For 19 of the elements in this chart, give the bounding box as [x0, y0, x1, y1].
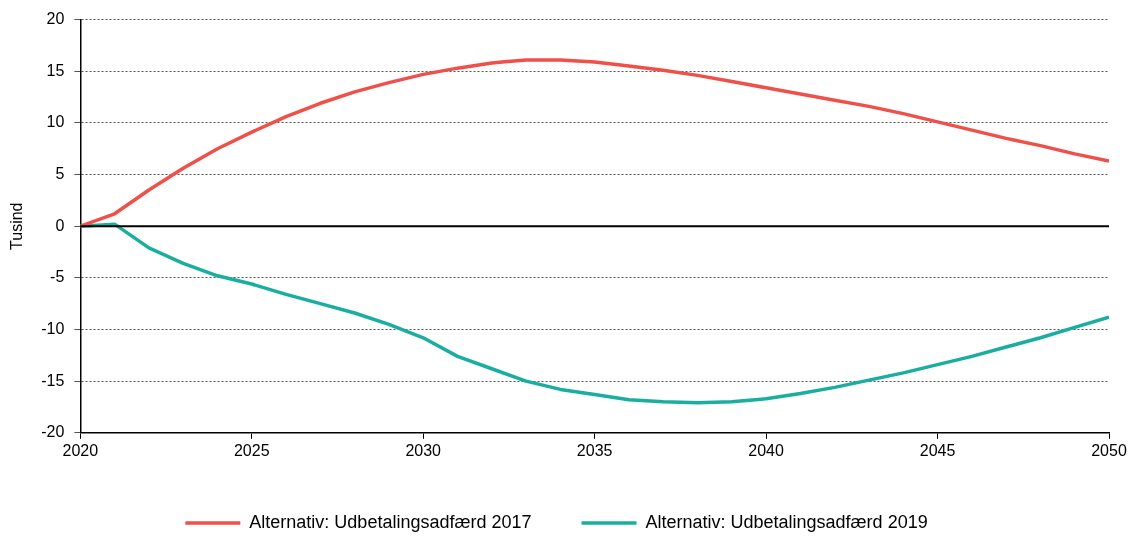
- x-tick-label: 2035: [576, 441, 613, 459]
- x-tick-label: 2025: [233, 441, 270, 459]
- legend-label: Alternativ: Udbetalingsadfærd 2017: [249, 511, 532, 532]
- y-axis-title: Tusind: [8, 202, 26, 250]
- x-tick-label: 2020: [62, 441, 99, 459]
- x-tick-label: 2045: [919, 441, 956, 459]
- y-tick-label: 15: [46, 61, 65, 79]
- y-tick-label: 10: [46, 113, 65, 131]
- y-tick-label: -20: [41, 423, 65, 441]
- y-tick-label: -5: [50, 268, 65, 286]
- x-tick-label: 2030: [405, 441, 442, 459]
- legend-label: Alternativ: Udbetalingsadfærd 2019: [645, 511, 928, 532]
- y-tick-label: -15: [41, 371, 65, 389]
- y-tick-label: -10: [41, 319, 65, 337]
- y-tick-label: 0: [55, 216, 65, 234]
- x-tick-label: 2040: [748, 441, 785, 459]
- y-tick-label: 20: [46, 10, 65, 28]
- x-tick-label: 2050: [1091, 441, 1127, 459]
- y-tick-label: 5: [55, 164, 65, 182]
